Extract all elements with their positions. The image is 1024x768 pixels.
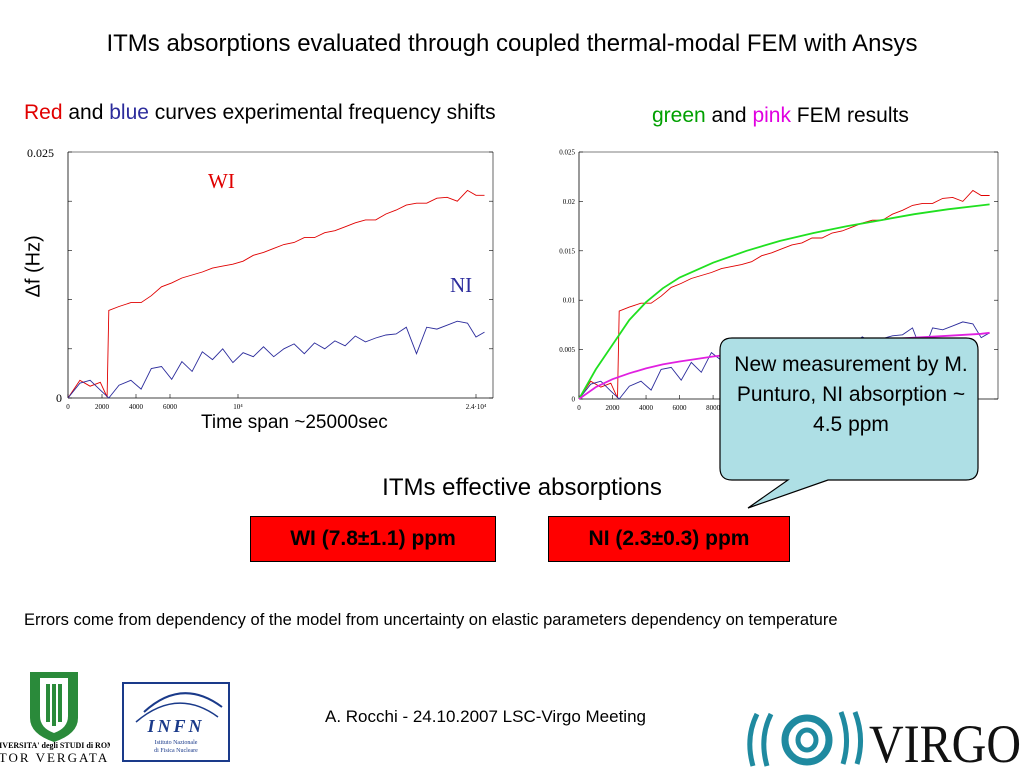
ni-result-box: NI (2.3±0.3) ppm	[548, 516, 790, 562]
subtitle-word-red: Red	[24, 101, 63, 124]
x-tick-label: 8000	[706, 404, 721, 412]
infn-sub2: di Fisica Nucleare	[154, 748, 198, 754]
y-tick-label: 0.025	[559, 149, 575, 157]
y-tick-label: 0	[572, 396, 576, 404]
x-tick-label: 2000	[95, 403, 110, 411]
effective-absorptions-title: ITMs effective absorptions	[382, 474, 662, 501]
x-tick-label: 4000	[639, 404, 654, 412]
x-tick-label: 10⁴	[233, 403, 243, 411]
y-tick-label: 0.015	[559, 247, 575, 255]
tor-vergata-line2: TOR VERGATA	[0, 750, 109, 765]
series-line-red	[578, 189, 990, 400]
x-tick-label: 2000	[606, 404, 621, 412]
x-tick-label: 6000	[163, 403, 178, 411]
callout-bubble	[719, 337, 979, 509]
infn-sub1: Istituto Nazionale	[155, 740, 198, 746]
y-tick-label: 0.02	[563, 198, 576, 206]
callout-text: New measurement by M. Punturo, NI absorp…	[734, 353, 968, 436]
series-line-red	[67, 189, 485, 399]
x-tick-label: 0	[577, 404, 581, 412]
tor-vergata-logo: UNIVERSITA' degli STUDI di ROMA TOR VERG…	[0, 672, 110, 765]
subtitle-word-and: and	[62, 101, 110, 124]
y-tick-label: 0.025	[27, 146, 54, 160]
virgo-logo: VIRGO	[747, 711, 1021, 768]
x-axis-label: Time span ~25000sec	[201, 412, 388, 433]
wi-result-box: WI (7.8±1.1) ppm	[250, 516, 496, 562]
virgo-wordmark: VIRGO	[869, 714, 1021, 768]
infn-wordmark: INFN	[146, 716, 204, 736]
x-tick-label: 6000	[673, 404, 688, 412]
wi-annotation: WI	[208, 169, 235, 193]
y-tick-label: 0.005	[559, 346, 575, 354]
series-line-green	[578, 203, 990, 400]
chart-ticks: 0 2000 4000 6000 8000 0 0.005 0.01 0.015 0.02 0.02…	[559, 149, 998, 412]
x-tick-label: 2.4·10⁴	[466, 403, 487, 411]
series-line-blue	[67, 320, 485, 399]
subtitle-word-and2: and	[705, 104, 753, 127]
x-tick-label: 4000	[129, 403, 144, 411]
subtitle-fem: green and pink FEM results	[652, 104, 909, 128]
tor-vergata-line1: UNIVERSITA' degli STUDI di ROMA	[0, 741, 110, 750]
experimental-chart: 0 2000 4000 6000 10⁴ 2.4·10⁴ 0.025 0 WI NI	[27, 146, 494, 411]
y-tick-label: 0.01	[563, 297, 576, 305]
chart-axes	[67, 151, 494, 399]
y-tick-label: 0	[56, 391, 62, 405]
subtitle-experimental: Red and blue curves experimental frequen…	[24, 101, 496, 125]
infn-logo: INFN Istituto Nazionale di Fisica Nuclea…	[122, 682, 230, 762]
x-tick-label: 0	[66, 403, 70, 411]
subtitle-rest2: FEM results	[790, 104, 909, 127]
errors-note: Errors come from dependency of the model…	[24, 611, 838, 629]
subtitle-word-green: green	[652, 104, 706, 127]
ni-annotation: NI	[450, 273, 472, 297]
chart-ticks: 0 2000 4000 6000 10⁴ 2.4·10⁴	[66, 151, 493, 411]
footer-credit: A. Rocchi - 24.10.2007 LSC-Virgo Meeting	[325, 707, 646, 726]
subtitle-word-pink: pink	[752, 104, 791, 127]
slide-title: ITMs absorptions evaluated through coupl…	[106, 30, 918, 57]
subtitle-rest: curves experimental frequency shifts	[148, 101, 496, 124]
fem-chart: 0 2000 4000 6000 8000 0 0.005 0.01 0.015 0.02 0.02…	[559, 149, 999, 412]
y-axis-label: Δf (Hz)	[22, 235, 45, 298]
chart-lines	[67, 189, 485, 399]
subtitle-word-blue: blue	[109, 101, 149, 124]
